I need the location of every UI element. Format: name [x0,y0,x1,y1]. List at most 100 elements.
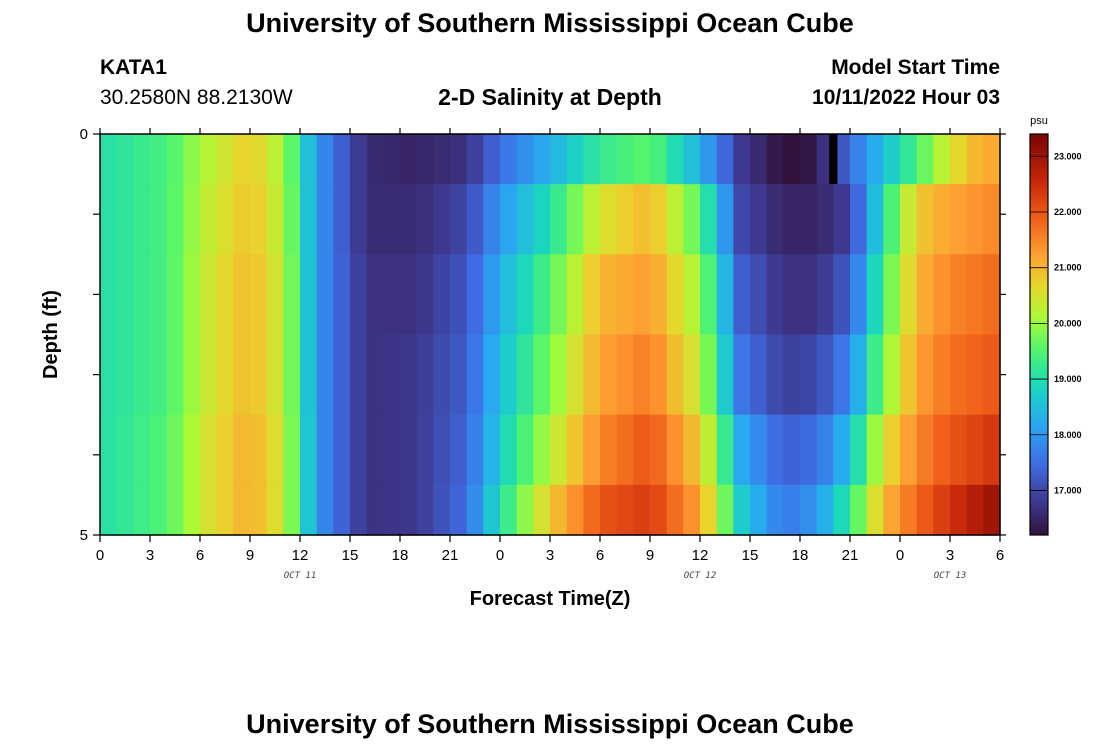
heatmap-cell [766,484,784,536]
heatmap-cell [100,484,118,536]
heatmap-cell [883,414,901,486]
heatmap-cell [683,334,701,416]
heatmap-cell [966,134,984,185]
heatmap-cell [983,184,1001,255]
heatmap-cell [583,414,601,486]
heatmap-cell [333,254,351,336]
heatmap-cell [950,184,968,255]
heatmap-cell [516,134,534,185]
heatmap-cell [266,484,284,536]
heatmap-cell [333,414,351,486]
heatmap-cell [633,134,651,185]
heatmap-cell [250,484,268,536]
heatmap-cell [666,184,684,255]
heatmap-cell [400,184,418,255]
heatmap-cell [616,134,634,185]
heatmap-cell [783,334,801,416]
heatmap-cell [383,254,401,336]
heatmap-cell [700,414,718,486]
heatmap-cell [750,184,768,255]
heatmap-cell [650,484,668,536]
heatmap-cell [433,334,451,416]
heatmap-cell [133,134,151,185]
heatmap-cell [100,414,118,486]
heatmap-cell [233,484,251,536]
heatmap-cell [416,414,434,486]
heatmap-cell [566,484,584,536]
heatmap-cell [316,134,334,185]
date-label: OCT 13 [934,571,967,581]
heatmap-cell [616,184,634,255]
heatmap-cell [183,414,201,486]
colorbar-tick-label: 21.000 [1054,263,1082,273]
x-axis-title: Forecast Time(Z) [470,588,631,610]
heatmap-cell [116,414,134,486]
heatmap-cell [716,484,734,536]
heatmap-cell [666,334,684,416]
heatmap-cell [800,134,818,185]
heatmap-cell [866,414,884,486]
heatmap-cell [716,334,734,416]
heatmap-cell [783,414,801,486]
heatmap-cell [316,334,334,416]
heatmap-cell [533,484,551,536]
heatmap-cell [850,414,868,486]
heatmap-cell [283,334,301,416]
heatmap-cell [933,414,951,486]
heatmap-cell [850,484,868,536]
x-tick-label: 21 [842,547,859,564]
heatmap-cell [616,484,634,536]
heatmap-cell [500,184,518,255]
heatmap-cell [150,134,168,185]
heatmap-cell [983,414,1001,486]
heatmap-cell [900,414,918,486]
heatmap-cell [666,134,684,185]
heatmap-cell [133,484,151,536]
heatmap-cell [766,414,784,486]
heatmap-cell [550,134,568,185]
heatmap-cell [916,254,934,336]
colorbar-tick-label: 17.000 [1054,485,1082,495]
heatmap-cell [383,184,401,255]
heatmap-cell [600,334,618,416]
heatmap-cell [850,254,868,336]
heatmap-cell [716,184,734,255]
heatmap-cell [833,254,851,336]
heatmap-cell [300,184,318,255]
heatmap-cell [833,184,851,255]
heatmap-cell [450,334,468,416]
colorbar-tick-label: 18.000 [1054,430,1082,440]
heatmap-cell [250,184,268,255]
y-axis-title: Depth (ft) [40,290,62,379]
heatmap-cell [800,184,818,255]
x-tick-label: 18 [792,547,809,564]
heatmap-cell [183,254,201,336]
heatmap-cell [400,254,418,336]
heatmap-cell [483,134,501,185]
heatmap-cell [150,254,168,336]
heatmap-cell [583,254,601,336]
heatmap-cell [600,254,618,336]
heatmap-cell [850,334,868,416]
heatmap-cell [150,334,168,416]
heatmap-cell [583,184,601,255]
heatmap-cell [983,334,1001,416]
heatmap-cell [633,184,651,255]
heatmap-cell [366,184,384,255]
heatmap-cell [833,334,851,416]
heatmap-cell [600,184,618,255]
heatmap-cell [266,134,284,185]
heatmap-cell [900,184,918,255]
heatmap-cell [316,254,334,336]
heatmap-cell [466,334,484,416]
heatmap-cell [200,134,218,185]
station-id: KATA1 [100,56,167,79]
heatmap-cell [316,184,334,255]
heatmap-cell [150,484,168,536]
heatmap-cell [550,484,568,536]
heatmap-cell [800,254,818,336]
heatmap-cell [450,484,468,536]
heatmap-cell [633,484,651,536]
heatmap-cell [300,414,318,486]
heatmap-cell [700,184,718,255]
